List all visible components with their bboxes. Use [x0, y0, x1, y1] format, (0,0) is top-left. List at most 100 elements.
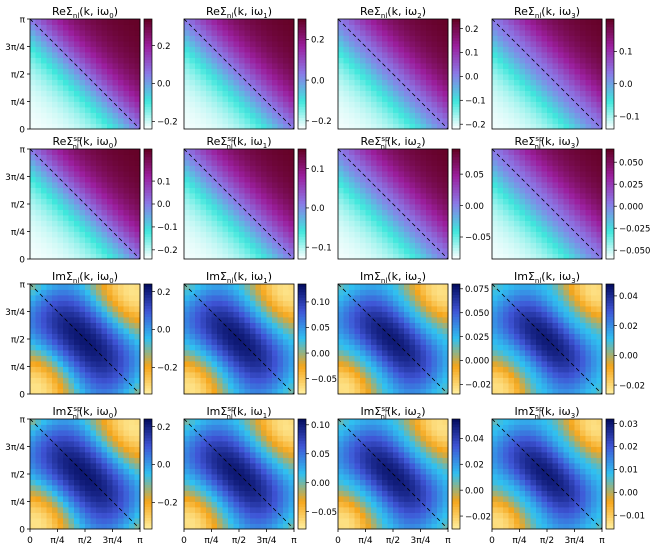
heatmap-cell	[118, 41, 124, 47]
heatmap-cell	[261, 322, 267, 329]
heatmap-cell	[261, 253, 267, 260]
heatmap-cell	[558, 160, 564, 166]
heatmap-cell	[195, 300, 201, 307]
heatmap-cell	[206, 79, 212, 86]
heatmap-cell	[217, 355, 223, 362]
heatmap-cell	[283, 322, 289, 329]
heatmap-cell	[112, 383, 119, 389]
y-tick-label: π	[20, 281, 26, 291]
heatmap-cell	[222, 237, 229, 243]
heatmap-cell	[52, 383, 58, 389]
heatmap-cell	[409, 322, 416, 329]
colorbar-segment	[144, 350, 152, 354]
colorbar-segment	[298, 157, 306, 161]
heatmap-cell	[200, 112, 207, 119]
heatmap-cell	[398, 176, 405, 183]
heatmap-cell	[541, 30, 548, 36]
heatmap-cell	[35, 63, 42, 69]
heatmap-cell	[365, 112, 372, 119]
heatmap-cell	[574, 237, 581, 243]
colorbar-segment	[606, 231, 614, 235]
heatmap-cell	[63, 19, 69, 25]
heatmap-cell	[596, 149, 603, 155]
heatmap-cell	[371, 333, 377, 340]
heatmap-cell	[580, 96, 586, 102]
colorbar-segment	[298, 204, 306, 208]
heatmap-cell	[338, 215, 344, 221]
heatmap-cell	[112, 361, 119, 367]
heatmap-cell	[497, 231, 504, 238]
heatmap-cell	[41, 90, 47, 97]
heatmap-cell	[431, 215, 438, 221]
heatmap-cell	[382, 209, 388, 216]
heatmap-cell	[200, 311, 207, 318]
heatmap-cell	[354, 350, 361, 356]
colorbar-segment	[452, 107, 460, 111]
heatmap-cell	[558, 68, 564, 75]
heatmap-cell	[123, 35, 130, 42]
heatmap-cell	[211, 112, 218, 119]
heatmap-cell	[222, 220, 229, 227]
heatmap-cell	[519, 226, 526, 232]
heatmap-cell	[217, 350, 223, 356]
heatmap-cell	[233, 289, 240, 296]
heatmap-cell	[393, 322, 399, 329]
colorbar-segment	[144, 206, 152, 210]
colorbar-segment	[452, 204, 460, 208]
heatmap-cell	[74, 284, 80, 290]
heatmap-cell	[591, 35, 597, 42]
heatmap-cell	[123, 149, 130, 155]
heatmap-cell	[261, 344, 267, 351]
heatmap-cell	[409, 295, 416, 301]
heatmap-cell	[552, 46, 559, 53]
heatmap-cell	[107, 289, 113, 296]
heatmap-cell	[239, 317, 245, 323]
heatmap-cell	[409, 193, 416, 199]
heatmap-cell	[206, 74, 212, 80]
heatmap-cell	[360, 361, 366, 367]
heatmap-cell	[228, 24, 234, 31]
heatmap-cell	[338, 350, 344, 356]
heatmap-cell	[184, 383, 190, 389]
heatmap-cell	[85, 68, 91, 75]
heatmap-cell	[239, 372, 245, 378]
heatmap-cell	[277, 366, 284, 373]
heatmap-cell	[409, 154, 416, 161]
heatmap-cell	[360, 165, 366, 172]
heatmap-cell	[74, 383, 80, 389]
heatmap-cell	[552, 149, 559, 155]
heatmap-cell	[596, 19, 603, 25]
colorbar-segment	[144, 160, 152, 164]
heatmap-cell	[371, 96, 377, 102]
heatmap-cell	[85, 52, 91, 58]
heatmap-cell	[283, 41, 289, 47]
heatmap-cell	[222, 289, 229, 296]
heatmap-cell	[420, 295, 427, 301]
heatmap-cell	[206, 220, 212, 227]
colorbar-segment	[144, 245, 152, 249]
colorbar-segment	[606, 60, 614, 64]
heatmap-cell	[79, 231, 86, 238]
heatmap-cell	[90, 253, 97, 260]
heatmap-cell	[277, 74, 284, 80]
heatmap-cell	[272, 52, 278, 58]
heatmap-cell	[442, 306, 449, 312]
heatmap-cell	[530, 74, 537, 80]
heatmap-cell	[41, 176, 47, 183]
heatmap-cell	[79, 57, 86, 64]
heatmap-cell	[596, 171, 603, 177]
heatmap-cell	[288, 377, 295, 384]
colorbar-segment	[144, 126, 152, 130]
heatmap-cell	[41, 165, 47, 172]
heatmap-cell	[134, 344, 141, 351]
heatmap-cell	[74, 52, 80, 58]
heatmap-cell	[343, 361, 350, 367]
colorbar-segment	[298, 195, 306, 199]
heatmap-cell	[85, 187, 91, 194]
heatmap-cell	[206, 383, 212, 389]
heatmap-cell	[90, 209, 97, 216]
colorbar-tick-label: −0.1	[619, 112, 640, 122]
heatmap-cell	[217, 112, 223, 119]
heatmap-cell	[437, 209, 443, 216]
heatmap-cell	[211, 74, 218, 80]
